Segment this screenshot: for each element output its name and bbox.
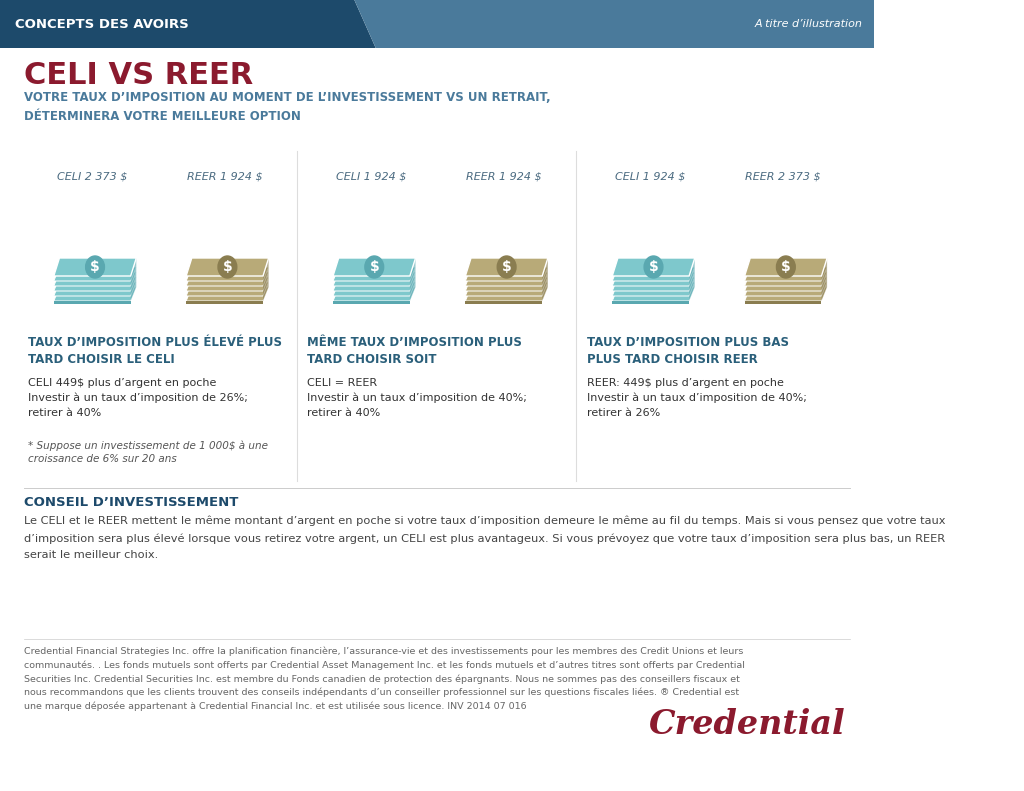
Polygon shape <box>465 287 548 301</box>
Text: $: $ <box>781 260 791 274</box>
Polygon shape <box>54 287 136 301</box>
Polygon shape <box>54 272 136 286</box>
Polygon shape <box>333 272 416 286</box>
Polygon shape <box>465 267 548 281</box>
Text: Le CELI et le REER mettent le même montant d’argent en poche si votre taux d’imp: Le CELI et le REER mettent le même monta… <box>24 516 945 560</box>
Text: VOTRE TAUX D’IMPOSITION AU MOMENT DE L’INVESTISSEMENT VS UN RETRAIT,
DÉTERMINERA: VOTRE TAUX D’IMPOSITION AU MOMENT DE L’I… <box>24 91 551 123</box>
Text: CELI = REER
Investir à un taux d’imposition de 40%;
retirer à 40%: CELI = REER Investir à un taux d’imposit… <box>307 378 527 418</box>
Polygon shape <box>333 287 416 301</box>
Text: A titre d’illustration: A titre d’illustration <box>755 19 862 29</box>
Polygon shape <box>744 301 821 304</box>
Polygon shape <box>186 301 263 304</box>
Text: REER 1 924 $: REER 1 924 $ <box>466 171 542 181</box>
Text: $: $ <box>502 260 512 274</box>
Polygon shape <box>263 258 268 301</box>
Text: CELI 2 373 $: CELI 2 373 $ <box>57 171 127 181</box>
Polygon shape <box>54 277 136 291</box>
Polygon shape <box>54 267 136 281</box>
Polygon shape <box>465 272 548 286</box>
Text: TAUX D’IMPOSITION PLUS ÉLEVÉ PLUS
TARD CHOISIR LE CELI: TAUX D’IMPOSITION PLUS ÉLEVÉ PLUS TARD C… <box>29 336 283 366</box>
Circle shape <box>365 256 384 278</box>
Text: MÊME TAUX D’IMPOSITION PLUS
TARD CHOISIR SOIT: MÊME TAUX D’IMPOSITION PLUS TARD CHOISIR… <box>307 336 522 366</box>
Polygon shape <box>54 258 136 276</box>
Text: REER 2 373 $: REER 2 373 $ <box>745 171 821 181</box>
Circle shape <box>86 256 104 278</box>
Text: TAUX D’IMPOSITION PLUS BAS
PLUS TARD CHOISIR REER: TAUX D’IMPOSITION PLUS BAS PLUS TARD CHO… <box>587 336 788 366</box>
Text: * Suppose un investissement de 1 000$ à une
croissance de 6% sur 20 ans: * Suppose un investissement de 1 000$ à … <box>29 440 268 464</box>
Polygon shape <box>612 267 694 281</box>
Text: $: $ <box>222 260 232 274</box>
Polygon shape <box>612 282 694 296</box>
Polygon shape <box>186 258 268 276</box>
Polygon shape <box>354 0 874 48</box>
Text: $: $ <box>648 260 658 274</box>
Circle shape <box>776 256 796 278</box>
Polygon shape <box>465 277 548 291</box>
Polygon shape <box>333 277 416 291</box>
Polygon shape <box>186 282 268 296</box>
Polygon shape <box>465 301 543 304</box>
Polygon shape <box>744 267 827 281</box>
Polygon shape <box>612 301 689 304</box>
Circle shape <box>218 256 237 278</box>
Polygon shape <box>186 267 268 281</box>
Text: CONSEIL D’INVESTISSEMENT: CONSEIL D’INVESTISSEMENT <box>24 496 239 509</box>
Polygon shape <box>612 258 694 276</box>
Polygon shape <box>612 277 694 291</box>
Polygon shape <box>465 258 548 276</box>
Polygon shape <box>612 272 694 286</box>
Text: $: $ <box>370 260 379 274</box>
Polygon shape <box>744 258 827 276</box>
Polygon shape <box>612 287 694 301</box>
Text: CELI 1 924 $: CELI 1 924 $ <box>336 171 407 181</box>
Polygon shape <box>333 301 410 304</box>
Text: REER 1 924 $: REER 1 924 $ <box>186 171 262 181</box>
Polygon shape <box>54 301 131 304</box>
Polygon shape <box>0 0 376 48</box>
Polygon shape <box>333 282 416 296</box>
Text: REER: 449$ plus d’argent en poche
Investir à un taux d’imposition de 40%;
retire: REER: 449$ plus d’argent en poche Invest… <box>587 378 807 418</box>
Polygon shape <box>186 287 268 301</box>
Text: CONCEPTS DES AVOIRS: CONCEPTS DES AVOIRS <box>15 17 189 31</box>
Polygon shape <box>186 277 268 291</box>
Polygon shape <box>410 258 416 301</box>
Polygon shape <box>744 287 827 301</box>
Text: CELI VS REER: CELI VS REER <box>24 61 253 90</box>
Polygon shape <box>333 267 416 281</box>
Circle shape <box>498 256 516 278</box>
Polygon shape <box>744 272 827 286</box>
Polygon shape <box>744 277 827 291</box>
Text: Credential Financial Strategies Inc. offre la planification financière, l’assura: Credential Financial Strategies Inc. off… <box>24 647 744 711</box>
Polygon shape <box>333 258 416 276</box>
Polygon shape <box>54 282 136 296</box>
Polygon shape <box>689 258 694 301</box>
Circle shape <box>644 256 663 278</box>
Polygon shape <box>821 258 827 301</box>
Polygon shape <box>543 258 548 301</box>
Polygon shape <box>744 282 827 296</box>
Polygon shape <box>465 282 548 296</box>
Polygon shape <box>186 272 268 286</box>
Text: CELI 449$ plus d’argent en poche
Investir à un taux d’imposition de 26%;
retirer: CELI 449$ plus d’argent en poche Investi… <box>29 378 248 418</box>
Polygon shape <box>131 258 136 301</box>
Text: $: $ <box>90 260 100 274</box>
Text: Credential: Credential <box>649 708 846 741</box>
Text: CELI 1 924 $: CELI 1 924 $ <box>615 171 686 181</box>
